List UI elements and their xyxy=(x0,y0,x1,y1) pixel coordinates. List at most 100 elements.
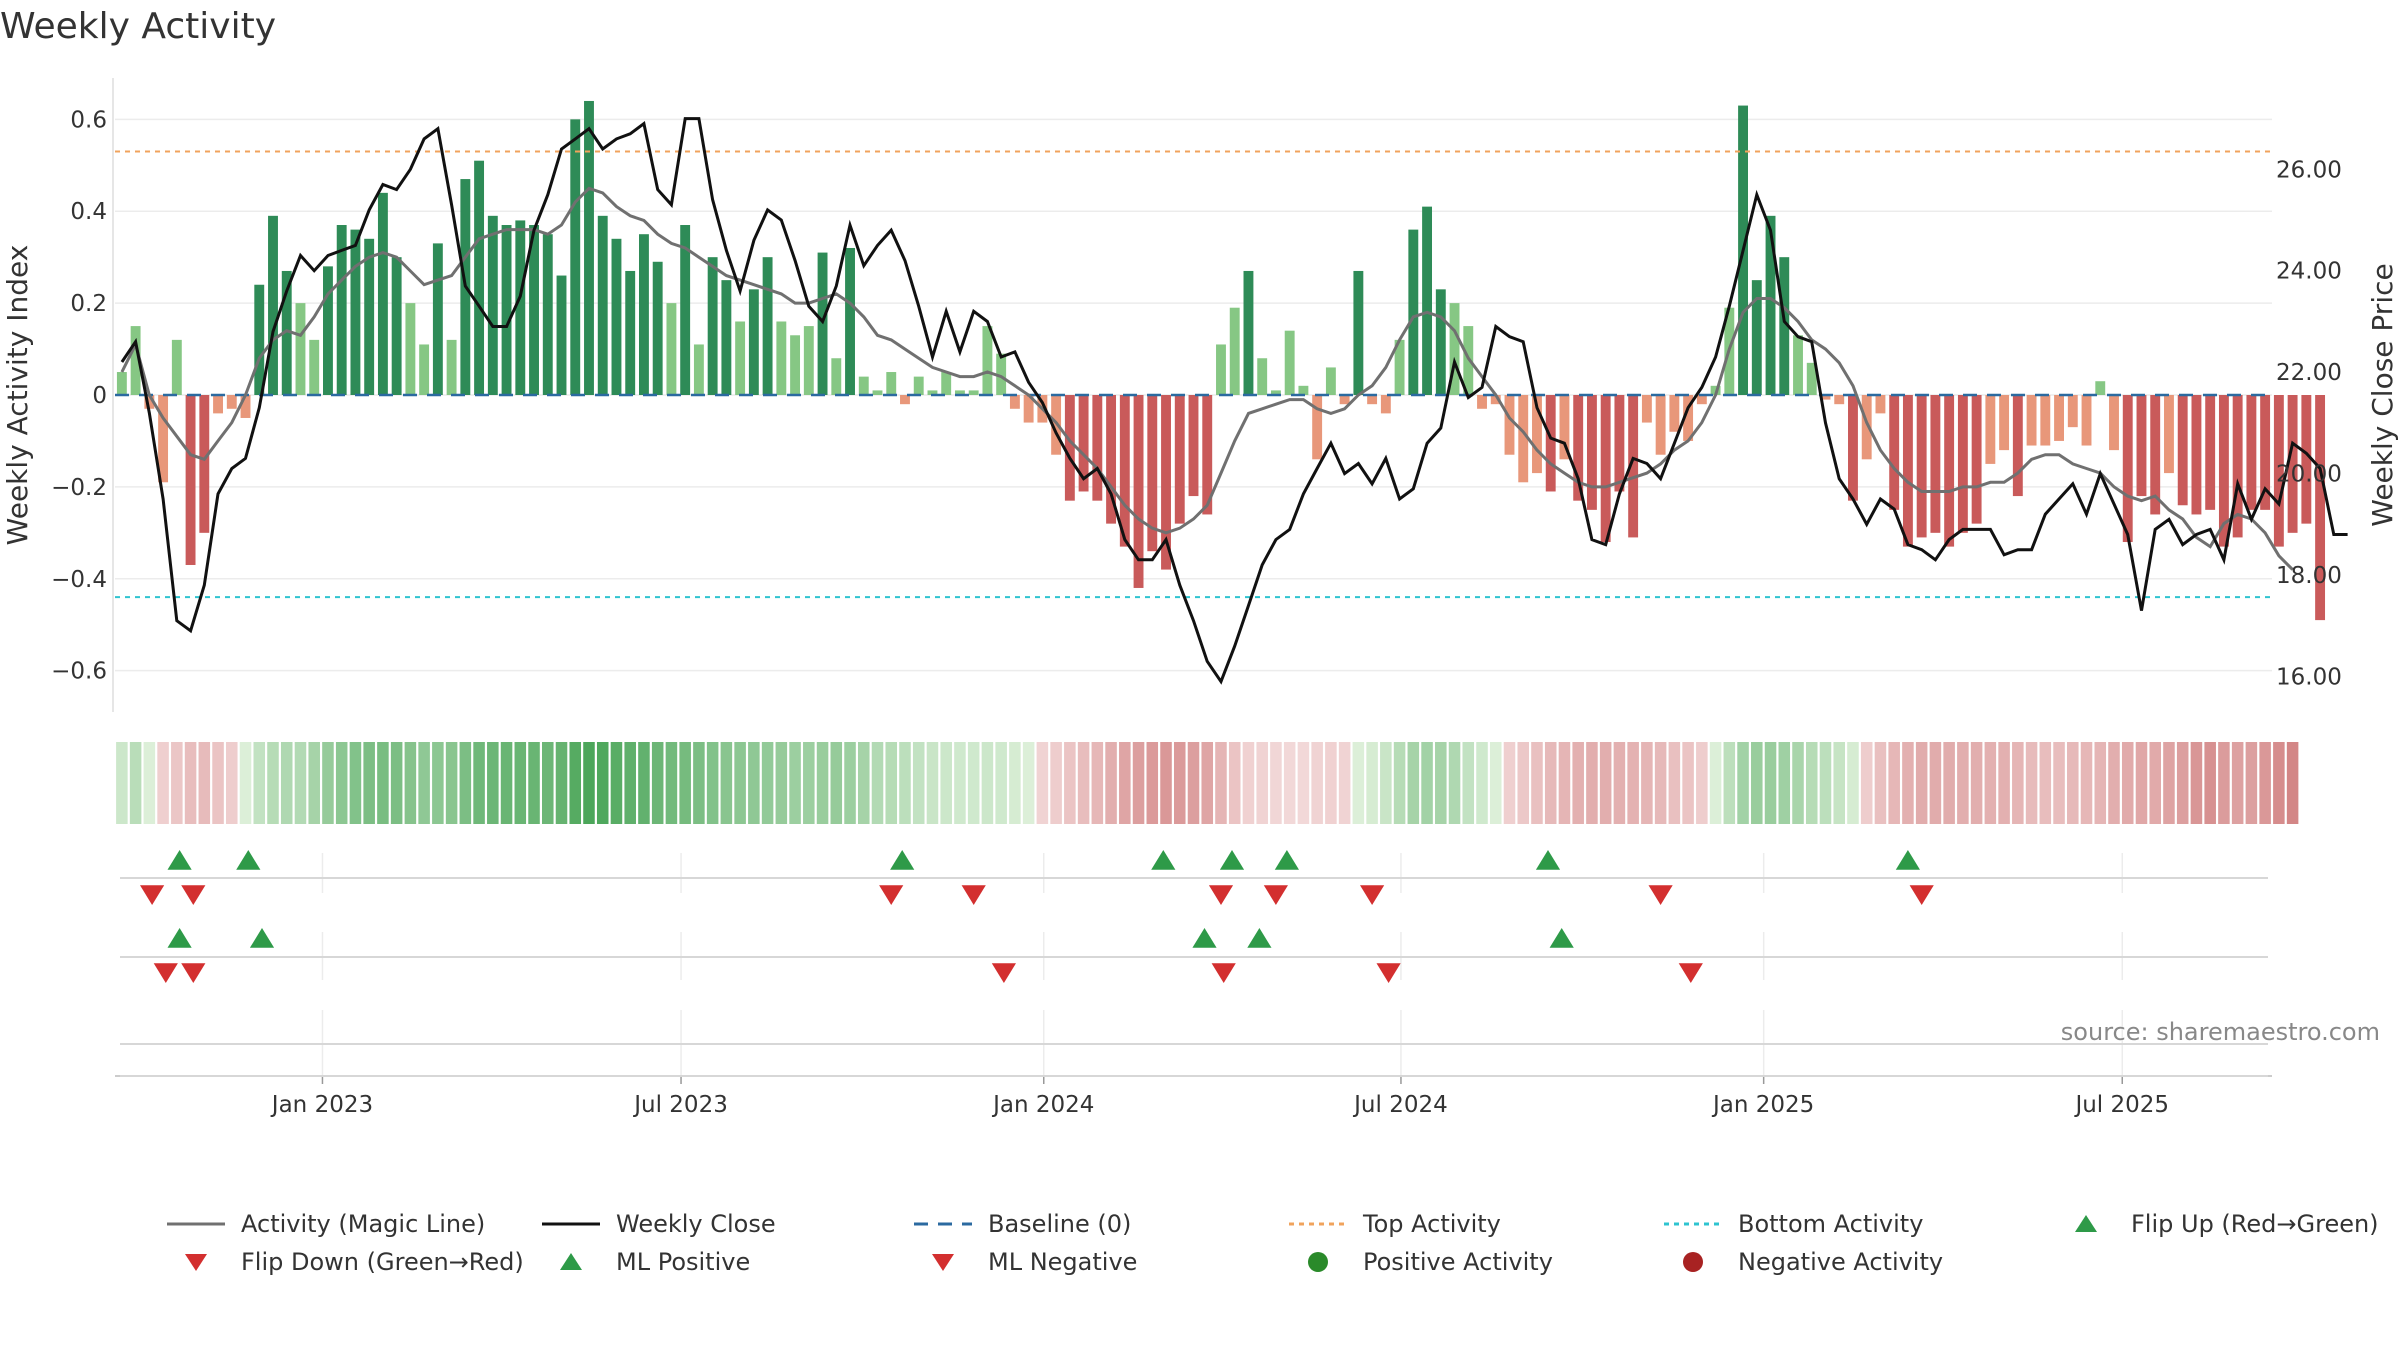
heat-cell xyxy=(157,742,169,824)
heat-cell xyxy=(500,742,513,824)
heat-cell xyxy=(2245,742,2258,824)
legend-item: Top Activity xyxy=(1287,1210,1501,1238)
activity-bar xyxy=(1229,307,1240,395)
activity-bar xyxy=(927,390,938,395)
activity-bar xyxy=(1545,395,1556,492)
heat-cell xyxy=(1325,742,1337,824)
activity-bar xyxy=(171,339,182,395)
heat-cell xyxy=(926,742,939,824)
activity-bar xyxy=(954,390,965,395)
heat-cell xyxy=(198,742,211,824)
y-left-tick-label: 0.4 xyxy=(70,199,107,225)
signal-markers xyxy=(120,850,2268,1077)
activity-bar xyxy=(2232,395,2243,538)
activity-bars xyxy=(116,100,2326,621)
activity-bar xyxy=(2095,381,2106,395)
legend-label: Weekly Close xyxy=(616,1210,776,1238)
activity-bar xyxy=(2081,395,2092,446)
heat-cell xyxy=(748,742,760,824)
heat-cell xyxy=(830,742,843,824)
heat-cell xyxy=(816,742,829,824)
flip-down-marker xyxy=(1648,885,1673,905)
heat-cell xyxy=(1105,742,1117,824)
ml-negative-marker xyxy=(153,963,178,983)
activity-bar xyxy=(1518,395,1529,483)
activity-bar xyxy=(1861,395,1872,460)
y-right-axis-title: Weekly Close Price xyxy=(2366,263,2399,526)
activity-bar xyxy=(2287,395,2298,533)
flip-up-marker xyxy=(1535,850,1561,870)
heat-cell xyxy=(1393,742,1406,824)
activity-bar xyxy=(2260,395,2271,510)
dashed-line-icon xyxy=(914,1222,972,1226)
magic-line xyxy=(120,186,2294,571)
heat-cell xyxy=(171,742,183,824)
activity-bar xyxy=(707,257,718,395)
heat-cell xyxy=(267,742,279,824)
legend-label: Top Activity xyxy=(1363,1210,1501,1238)
heat-cell xyxy=(2286,742,2299,824)
flip-down-marker xyxy=(1909,885,1934,905)
activity-bar xyxy=(1174,395,1185,524)
flip-down-marker xyxy=(1360,885,1385,905)
activity-bar xyxy=(158,395,169,483)
legend-label: ML Positive xyxy=(616,1248,751,1276)
activity-bar xyxy=(2177,395,2188,506)
activity-bar xyxy=(982,326,993,395)
heat-cell xyxy=(2149,742,2161,824)
activity-bar xyxy=(254,284,265,395)
heat-cell xyxy=(1242,742,1255,824)
y-left-tick-label: −0.6 xyxy=(51,659,107,685)
activity-bar xyxy=(1696,395,1707,405)
activity-bar xyxy=(941,372,952,395)
heat-cell xyxy=(967,742,980,824)
heat-cell xyxy=(857,742,870,824)
activity-bar xyxy=(845,247,855,395)
heat-cell xyxy=(720,742,733,824)
heat-cell xyxy=(129,742,142,824)
heat-cell xyxy=(487,742,499,824)
heat-cell xyxy=(2176,742,2189,824)
activity-bar xyxy=(1408,229,1419,395)
activity-bar xyxy=(474,160,485,395)
flip-down-marker xyxy=(1263,885,1288,905)
activity-bar xyxy=(1532,395,1542,474)
activity-bar xyxy=(1600,395,1611,543)
heat-cell xyxy=(1421,742,1433,824)
activity-bar xyxy=(831,358,842,395)
activity-bar xyxy=(1188,395,1199,497)
activity-bar xyxy=(2315,395,2326,621)
heat-cell xyxy=(1462,742,1475,824)
heat-cell xyxy=(294,742,307,824)
activity-bar xyxy=(2150,395,2161,515)
legend-item: Bottom Activity xyxy=(1662,1210,1923,1238)
activity-bar xyxy=(790,335,801,395)
heat-cell xyxy=(2231,742,2244,824)
activity-bar xyxy=(213,395,223,414)
heat-cell xyxy=(1173,742,1186,824)
heat-cell xyxy=(1723,742,1736,824)
heat-cell xyxy=(2067,742,2079,824)
heat-cell xyxy=(363,742,375,824)
activity-bar xyxy=(721,280,732,395)
heat-cell xyxy=(2121,742,2134,824)
activity-bar xyxy=(638,234,649,395)
heat-cell xyxy=(2190,742,2203,824)
heat-cell xyxy=(706,742,719,824)
activity-bar xyxy=(666,303,677,395)
activity-bar xyxy=(1092,395,1103,501)
activity-bar xyxy=(1243,270,1254,395)
heat-cell xyxy=(308,742,320,824)
ml-positive-marker xyxy=(1247,928,1272,948)
activity-bar xyxy=(2246,395,2257,510)
activity-bar xyxy=(391,257,402,395)
heat-cell xyxy=(2080,742,2093,824)
activity-bar xyxy=(693,344,704,395)
y-left-tick-label: 0.2 xyxy=(70,291,107,317)
activity-bar xyxy=(1161,395,1171,570)
activity-bar xyxy=(515,220,526,395)
heat-cell xyxy=(1544,742,1557,824)
activity-bar xyxy=(2067,395,2078,428)
heat-cell xyxy=(116,742,128,824)
heat-cell xyxy=(2012,742,2024,824)
